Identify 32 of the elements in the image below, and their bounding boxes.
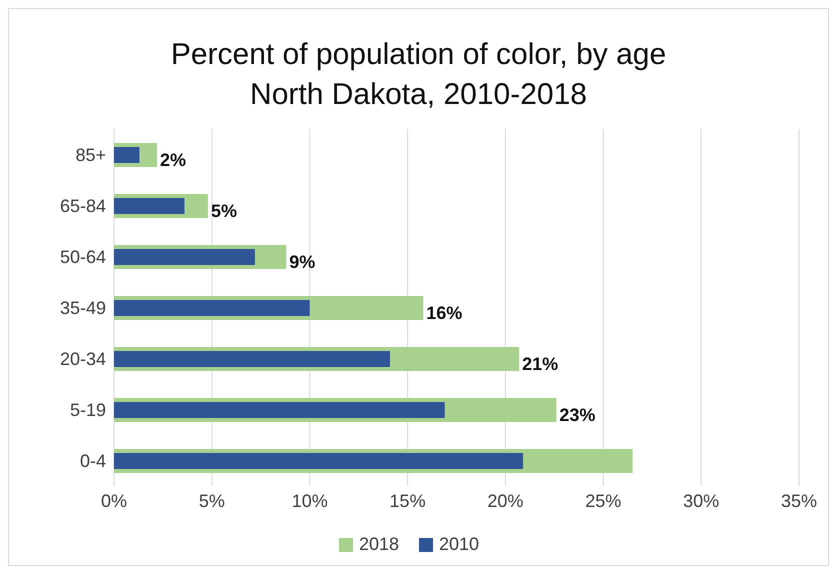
y-tick-label: 50-64 [60,246,106,267]
y-tick-label: 35-49 [60,298,106,318]
bar [114,351,390,367]
y-tick-label: 5-19 [70,400,106,420]
data-label: 2% [160,150,186,170]
bar [114,453,524,469]
data-label: 5% [210,201,237,221]
x-tick-label: 10% [292,490,328,511]
x-tick-label: 0% [100,490,128,511]
chart-subtitle: North Dakota, 2010-2018 [249,77,588,113]
y-tick-label: 0-4 [80,450,106,471]
bar [114,147,140,163]
x-tick-label: 20% [487,490,524,511]
y-tick-label: 20-34 [60,348,106,369]
x-tick-label: 15% [390,490,426,511]
bar [114,249,255,265]
bar [114,198,184,214]
data-label: 23% [559,405,596,425]
y-tick-label: 85+ [75,144,106,165]
data-label: 9% [289,252,316,272]
x-tick-label: 5% [198,490,225,511]
chart-title: Percent of population of color, by age [170,37,668,73]
legend-label: 2018 [358,534,399,555]
y-tick-label: 65-84 [60,196,106,216]
x-tick-label: 25% [585,490,622,511]
legend-label: 2010 [438,534,480,555]
x-tick-label: 30% [683,490,720,511]
bar [114,300,310,316]
bar [114,402,445,418]
x-tick-label: 35% [780,490,818,511]
data-label: 16% [426,303,462,323]
data-label: 21% [522,354,558,374]
